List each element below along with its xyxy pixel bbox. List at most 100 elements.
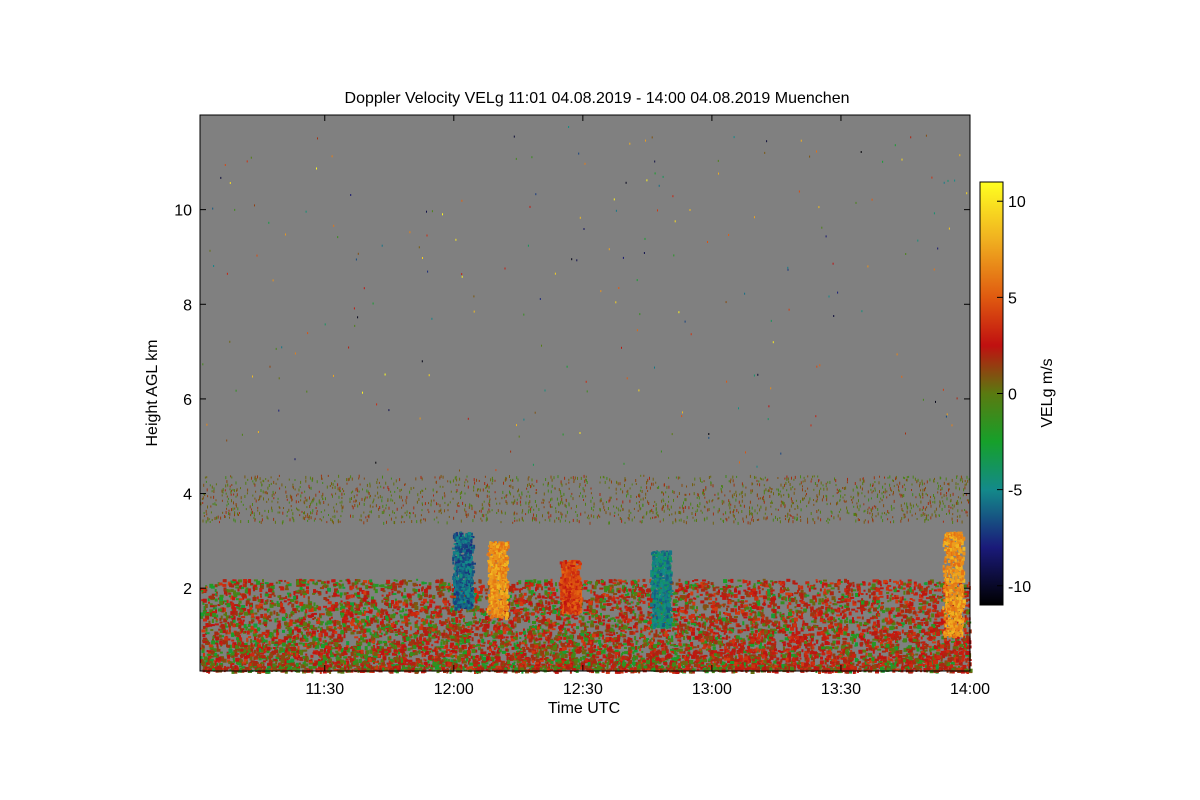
boundary-layer-mark	[872, 579, 877, 583]
boundary-layer-mark	[967, 598, 971, 601]
boundary-layer-mark	[588, 604, 593, 609]
boundary-layer-mark	[758, 647, 762, 651]
boundary-layer-mark	[328, 660, 331, 664]
boundary-layer-mark	[719, 588, 724, 590]
boundary-layer-mark	[394, 598, 397, 602]
boundary-layer-mark	[340, 613, 343, 618]
boundary-layer-mark	[710, 582, 714, 586]
boundary-layer-mark	[733, 605, 737, 608]
boundary-layer-mark	[826, 590, 831, 593]
boundary-layer-mark	[448, 620, 451, 625]
boundary-layer-mark	[635, 625, 638, 630]
boundary-layer-mark	[460, 606, 463, 611]
boundary-layer-mark	[222, 583, 227, 587]
boundary-layer-mark	[673, 591, 678, 595]
boundary-layer-mark	[785, 648, 790, 652]
boundary-layer-mark	[372, 615, 376, 618]
boundary-layer-mark	[868, 607, 872, 610]
boundary-layer-mark	[703, 665, 707, 668]
boundary-layer-mark	[607, 657, 611, 660]
boundary-layer-mark	[692, 662, 696, 665]
boundary-layer-mark	[398, 651, 400, 655]
boundary-layer-mark	[615, 596, 619, 599]
boundary-layer-mark	[870, 605, 874, 609]
boundary-layer-mark	[701, 613, 705, 617]
boundary-layer-mark	[448, 631, 452, 636]
boundary-layer-mark	[547, 587, 551, 591]
boundary-layer-mark	[769, 590, 773, 593]
boundary-layer-mark	[535, 663, 540, 667]
boundary-layer-mark	[649, 657, 653, 662]
boundary-layer-mark	[248, 621, 251, 626]
boundary-layer-mark	[675, 589, 680, 593]
boundary-layer-mark	[791, 639, 796, 642]
boundary-layer-mark	[365, 639, 368, 644]
boundary-layer-mark	[880, 635, 883, 639]
boundary-layer-mark	[895, 643, 899, 646]
boundary-layer-mark	[541, 607, 545, 611]
boundary-layer-mark	[436, 640, 439, 644]
boundary-layer-mark	[676, 600, 679, 603]
boundary-layer-mark	[541, 618, 544, 621]
boundary-layer-mark	[642, 578, 646, 582]
boundary-layer-mark	[228, 629, 231, 634]
boundary-layer-mark	[673, 599, 678, 604]
boundary-layer-mark	[933, 621, 938, 625]
boundary-layer-mark	[808, 587, 811, 592]
boundary-layer-mark	[624, 631, 627, 634]
boundary-layer-mark	[436, 655, 441, 660]
boundary-layer-mark	[604, 648, 608, 651]
boundary-layer-mark	[399, 590, 402, 593]
boundary-layer-mark	[868, 652, 872, 657]
boundary-layer-mark	[716, 664, 721, 669]
boundary-layer-mark	[329, 669, 332, 674]
boundary-layer-mark	[902, 654, 907, 657]
boundary-layer-mark	[895, 638, 897, 642]
boundary-layer-mark	[724, 649, 727, 654]
boundary-layer-mark	[746, 594, 751, 598]
boundary-layer-mark	[535, 583, 539, 588]
boundary-layer-mark	[303, 639, 307, 642]
boundary-layer-mark	[312, 625, 315, 629]
boundary-layer-mark	[471, 637, 474, 642]
boundary-layer-mark	[514, 594, 517, 599]
boundary-layer-mark	[262, 644, 265, 648]
boundary-layer-mark	[359, 610, 362, 614]
boundary-layer-mark	[560, 617, 563, 621]
boundary-layer-mark	[586, 605, 589, 610]
boundary-layer-mark	[393, 606, 397, 609]
boundary-layer-mark	[962, 652, 965, 656]
boundary-layer-mark	[952, 649, 955, 654]
boundary-layer-mark	[584, 637, 589, 642]
boundary-layer-mark	[951, 668, 956, 670]
boundary-layer-mark	[640, 627, 643, 631]
boundary-layer-mark	[839, 619, 843, 624]
boundary-layer-mark	[916, 661, 919, 664]
boundary-layer-mark	[408, 598, 412, 602]
boundary-layer-mark	[627, 656, 632, 659]
boundary-layer-mark	[525, 616, 530, 621]
boundary-layer-mark	[861, 662, 865, 666]
boundary-layer-mark	[613, 606, 617, 609]
boundary-layer-mark	[368, 607, 370, 610]
boundary-layer-mark	[885, 607, 890, 612]
boundary-layer-mark	[837, 580, 841, 585]
boundary-layer-mark	[899, 599, 903, 604]
boundary-layer-mark	[276, 632, 280, 636]
boundary-layer-mark	[672, 669, 676, 674]
boundary-layer-mark	[428, 648, 432, 651]
boundary-layer-mark	[448, 636, 451, 639]
boundary-layer-mark	[536, 602, 541, 607]
boundary-layer-mark	[448, 659, 450, 664]
boundary-layer-mark	[465, 622, 470, 626]
boundary-layer-mark	[205, 642, 208, 645]
boundary-layer-mark	[871, 602, 874, 606]
boundary-layer-mark	[713, 631, 716, 634]
boundary-layer-mark	[722, 592, 727, 597]
boundary-layer-mark	[791, 664, 796, 667]
boundary-layer-mark	[531, 635, 534, 640]
boundary-layer-mark	[565, 623, 569, 626]
boundary-layer-mark	[399, 614, 402, 617]
boundary-layer-mark	[730, 592, 734, 597]
boundary-layer-mark	[225, 631, 228, 635]
